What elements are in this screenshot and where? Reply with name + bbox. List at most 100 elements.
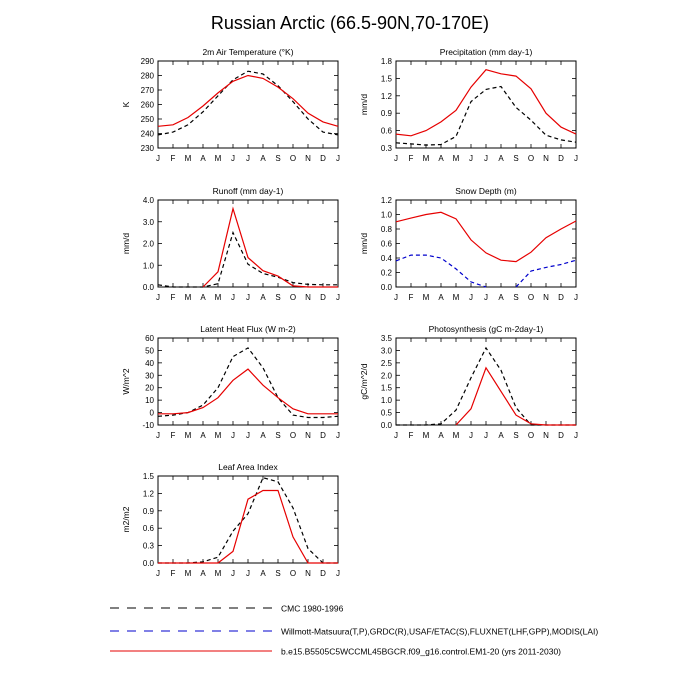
series-line-model [157,74,339,127]
chart-panels: 2m Air Temperature (°K) K 230 240 250 260 270 2… [121,47,578,578]
x-tick-label: A [260,154,266,163]
x-tick-label: O [290,569,296,578]
x-tick-label: J [156,431,160,440]
series-line-cmc [395,85,577,146]
y-tick-label: 290 [141,57,155,66]
plot-frame [395,199,577,288]
y-tick-label: 0 [150,409,155,418]
y-axis-label: m2/m2 [121,506,131,532]
x-tick-label: M [423,293,430,302]
x-tick-label: F [171,293,176,302]
chart-panel-3: Snow Depth (m) mm/d 0.0 0.2 0.4 0.6 0.8 1.0 1.2 J… [359,186,578,302]
x-tick-label: J [156,293,160,302]
y-tick-label: 0.6 [143,524,155,533]
y-tick-label: 250 [141,115,155,124]
x-tick-label: S [513,154,518,163]
x-tick-label: J [156,154,160,163]
x-tick-label: A [260,293,266,302]
y-tick-label: 3.0 [381,346,393,355]
x-tick-label: N [543,431,549,440]
x-tick-label: J [246,293,250,302]
chart-title: Snow Depth (m) [455,186,517,196]
x-tick-label: M [453,431,460,440]
y-tick-label: 50 [145,346,154,355]
x-tick-label: J [336,569,340,578]
x-tick-label: J [469,431,473,440]
y-tick-label: 30 [145,371,154,380]
y-axis-label: gC/m^2/d [359,363,369,399]
series-line-cmc [157,230,338,288]
x-tick-label: D [558,431,564,440]
chart-title: Runoff (mm day-1) [213,186,284,196]
x-tick-label: J [469,293,473,302]
plot-frame [395,337,577,426]
legend-label-cmc: CMC 1980-1996 [281,604,344,614]
x-tick-label: M [185,431,192,440]
figure-title: Russian Arctic (66.5-90N,70-170E) [211,13,489,33]
x-tick-label: J [394,293,398,302]
x-tick-label: A [438,154,444,163]
x-tick-label: A [438,431,444,440]
y-axis-label: W/m^2 [121,368,131,394]
x-tick-label: M [185,293,192,302]
series-line-model [202,206,338,288]
y-tick-label: 0.0 [381,421,393,430]
x-tick-label: J [336,154,340,163]
x-tick-label: J [246,154,250,163]
y-tick-label: 10 [145,396,154,405]
y-tick-label: 20 [145,384,154,393]
x-tick-label: N [305,293,311,302]
plot-frame [157,60,339,149]
x-tick-label: D [320,154,326,163]
y-tick-label: 0.2 [381,269,393,278]
chart-title: Photosynthesis (gC m-2day-1) [429,324,544,334]
y-tick-label: 3.5 [381,334,393,343]
x-tick-label: M [423,154,430,163]
x-tick-label: J [484,293,488,302]
x-tick-label: J [394,154,398,163]
y-tick-label: 260 [141,101,155,110]
y-tick-label: 0.9 [381,109,393,118]
x-tick-label: J [484,154,488,163]
x-tick-label: N [543,154,549,163]
x-tick-label: M [185,154,192,163]
y-tick-label: 1.5 [143,472,155,481]
y-tick-label: 3.0 [143,218,155,227]
x-tick-label: F [409,293,414,302]
y-tick-label: 0.0 [381,283,393,292]
x-tick-label: O [290,293,296,302]
x-tick-label: O [528,293,534,302]
y-tick-label: 0.0 [143,283,155,292]
x-tick-label: J [156,569,160,578]
y-tick-label: 1.5 [381,74,393,83]
chart-panel-1: Precipitation (mm day-1) mm/d 0.3 0.6 0.9 1.2… [359,47,578,163]
x-tick-label: N [543,293,549,302]
legend-label-obs: Willmott-Matsuura(T,P),GRDC(R),USAF/ETAC… [281,627,598,637]
x-tick-label: D [320,293,326,302]
x-tick-label: A [200,293,206,302]
x-tick-label: O [528,154,534,163]
x-tick-label: D [558,293,564,302]
x-tick-label: A [498,154,504,163]
x-tick-label: S [275,154,280,163]
series-line-model [395,211,577,263]
series-line-obs [395,254,487,288]
x-tick-label: A [200,154,206,163]
x-tick-label: J [231,154,235,163]
x-tick-label: D [320,569,326,578]
x-tick-label: A [498,431,504,440]
x-tick-label: J [469,154,473,163]
x-tick-label: M [215,431,222,440]
x-tick-label: M [215,569,222,578]
y-tick-label: 2.0 [143,240,155,249]
x-tick-label: J [574,431,578,440]
y-tick-label: 1.2 [381,196,393,205]
y-axis-label: K [121,101,131,107]
x-tick-label: D [558,154,564,163]
y-tick-label: 1.5 [381,384,393,393]
y-tick-label: 0.3 [143,542,155,551]
x-tick-label: J [394,431,398,440]
legend-label-model: b.e15.B5505C5WCCML45BGCR.f09_g16.control… [281,647,561,657]
x-tick-label: S [275,569,280,578]
